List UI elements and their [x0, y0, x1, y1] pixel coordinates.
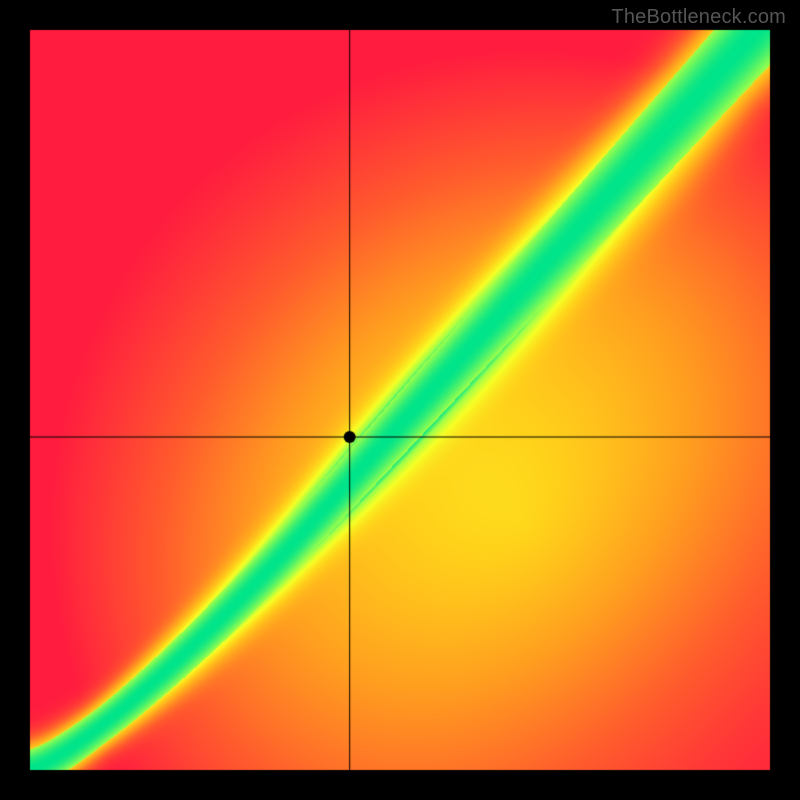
heatmap-canvas	[0, 0, 800, 800]
watermark-text: TheBottleneck.com	[611, 6, 786, 29]
heatmap-canvas-wrap	[0, 0, 800, 800]
chart-container: TheBottleneck.com	[0, 0, 800, 800]
